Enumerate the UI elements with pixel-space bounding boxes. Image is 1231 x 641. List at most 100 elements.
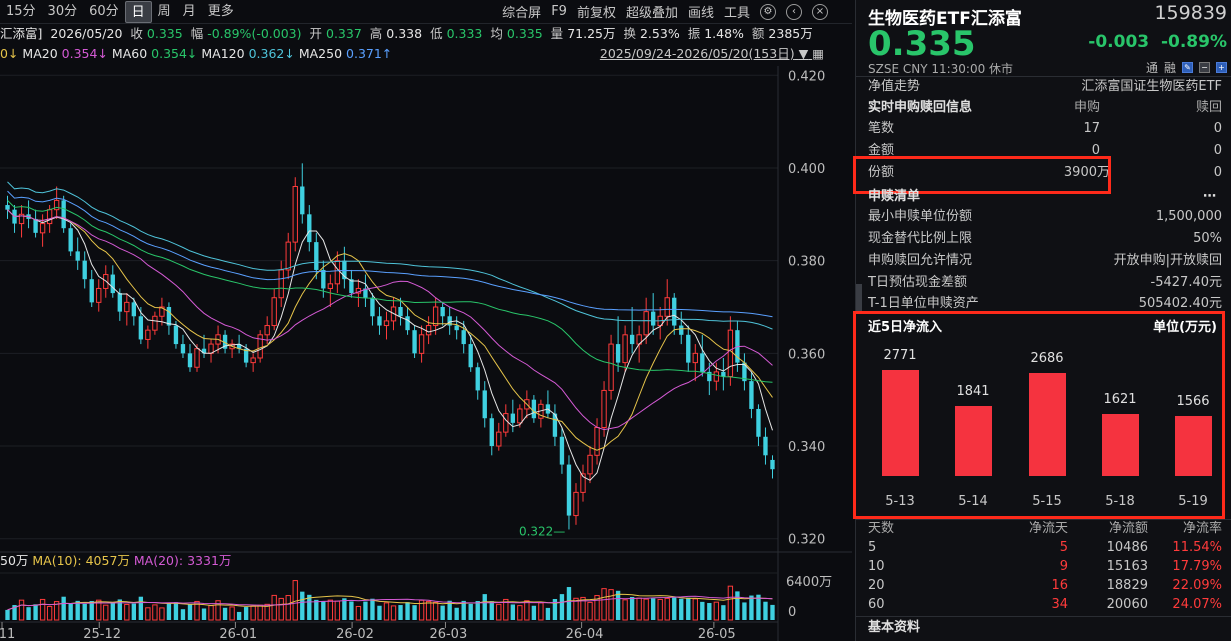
cell-flow-amount: 18829 — [1106, 578, 1148, 593]
flow-unit: 单位(万元) — [1153, 320, 1217, 335]
volume-bar — [82, 603, 87, 620]
fund-short-name: 汇添富] — [0, 26, 43, 41]
flow-bar-label: 1621 — [1103, 391, 1137, 407]
basic-info-header[interactable]: 基本资料 — [868, 617, 1222, 639]
volume-bar — [664, 597, 670, 621]
candle-body — [405, 316, 410, 331]
tf-day[interactable]: 日 — [124, 0, 152, 23]
tf-month[interactable]: 月 — [182, 3, 196, 19]
candle-body — [39, 223, 46, 234]
close-icon[interactable]: × — [812, 3, 828, 20]
tool-super-overlay[interactable]: 超级叠加 — [625, 6, 678, 21]
volume-bar — [53, 601, 60, 621]
gear-icon[interactable]: ⚙ — [760, 3, 776, 20]
tool-tools[interactable]: 工具 — [723, 6, 750, 21]
nav-row[interactable]: 净值走势 汇添富国证生物医药ETF — [868, 76, 1222, 98]
candle-body — [201, 348, 207, 354]
volume-bar — [5, 609, 10, 620]
candle-body — [173, 325, 179, 345]
volume-bar — [307, 594, 312, 620]
volume-bar — [524, 600, 530, 621]
list-row: 最小申赎单位份额 1,500,000 — [868, 206, 1222, 228]
volume-bar — [651, 598, 656, 620]
candle-body — [33, 218, 38, 233]
y-tick-label: 0.360 — [788, 347, 825, 362]
volume-bar — [531, 605, 537, 620]
ma-line — [7, 200, 773, 383]
basic-info-title: 基本资料 — [868, 620, 921, 635]
volume-bar — [713, 601, 720, 621]
candle-body — [180, 344, 186, 354]
kline-chart[interactable]: 0.420 0.400 0.380 0.360 0.340 0.320 0.322— 6400… — [0, 0, 852, 641]
candle-body — [271, 297, 277, 327]
tool-forward-adjust[interactable]: 前复权 — [576, 6, 616, 21]
more-icon[interactable]: ⋯ — [1203, 189, 1216, 204]
tool-f9[interactable]: F9 — [551, 4, 567, 19]
ma120-value: 0.362↓ — [248, 46, 295, 61]
volume-bar — [692, 598, 698, 621]
plus-icon[interactable]: + — [1216, 62, 1227, 73]
candle-body — [756, 408, 761, 437]
trade-tags: 通 融 ✎ − + — [1146, 59, 1227, 76]
divider — [856, 76, 1231, 77]
change-value: -0.003 — [1088, 32, 1150, 52]
volume-bar — [580, 596, 586, 621]
candle-body — [398, 307, 403, 317]
tf-60min[interactable]: 60分 — [89, 3, 119, 19]
list-label: T-1日单位申赎资产 — [868, 296, 979, 311]
volume-bar — [349, 601, 354, 620]
nav-value: 汇添富国证生物医药ETF — [1081, 79, 1222, 94]
volume-bar — [615, 590, 621, 620]
tf-week[interactable]: 周 — [157, 3, 171, 19]
volume-bar — [152, 604, 158, 621]
candle-body — [124, 301, 130, 313]
volume-bar — [173, 602, 179, 620]
tf-15min[interactable]: 15分 — [6, 3, 36, 19]
candle-body — [713, 371, 720, 382]
x-tick-label: -11 — [0, 627, 15, 641]
tf-30min[interactable]: 30分 — [47, 3, 78, 19]
flow-bar-label: 1566 — [1176, 394, 1210, 410]
tool-composite-screen[interactable]: 综合屏 — [502, 6, 542, 21]
volume-bar — [68, 603, 73, 620]
volume-bar — [405, 602, 410, 620]
security-code: 159839 — [1154, 2, 1227, 24]
tf-more[interactable]: 更多 — [207, 3, 234, 19]
vol-ma10-label: MA(10): — [32, 553, 82, 568]
y-tick-label: 0.380 — [788, 255, 825, 270]
minus-icon[interactable]: − — [1199, 62, 1210, 73]
candle-body — [559, 436, 565, 465]
cell-days: 10 — [868, 559, 885, 574]
volume-bar — [222, 607, 228, 620]
volume-legend: 50万 MA(10): 4057万 MA(20): 3331万 — [0, 552, 231, 570]
candle-body — [257, 334, 263, 359]
candle-body — [342, 260, 347, 280]
candle-body — [250, 357, 256, 364]
y-tick-label: 0.340 — [788, 440, 825, 455]
volume-bar — [496, 603, 502, 621]
vol-ma20-label: MA(20): — [133, 553, 184, 568]
tool-draw-line[interactable]: 画线 — [687, 6, 714, 21]
volume-bar — [46, 605, 53, 621]
ma120-label: MA120 — [201, 46, 245, 61]
vol-zero-label: 0 — [788, 605, 796, 620]
edit-icon[interactable]: ✎ — [1182, 62, 1193, 73]
rt-shares-label: 份额 — [868, 165, 895, 180]
tag-rong: 融 — [1163, 61, 1176, 75]
low-label: 低 — [430, 26, 443, 41]
candle-body — [278, 269, 284, 299]
list-value: -5427.40元 — [1150, 275, 1222, 290]
candle-body — [531, 399, 537, 419]
candle-body — [573, 491, 579, 517]
candle-body — [349, 279, 354, 294]
chevron-left-icon[interactable]: ‹ — [786, 3, 802, 20]
cell-flow-days: 5 — [1059, 540, 1068, 555]
sidebar-scrollbar[interactable] — [856, 284, 862, 314]
list-label: 申购赎回允许情况 — [868, 253, 973, 268]
volume-bar — [314, 599, 319, 620]
volume-bar — [629, 596, 635, 620]
candle-body — [166, 307, 172, 326]
candle-body — [314, 242, 319, 270]
date-range-selector[interactable]: 2025/09/24-2026/05/20(153日) ▼ ▦ — [600, 44, 824, 64]
cell-days: 60 — [868, 597, 885, 612]
